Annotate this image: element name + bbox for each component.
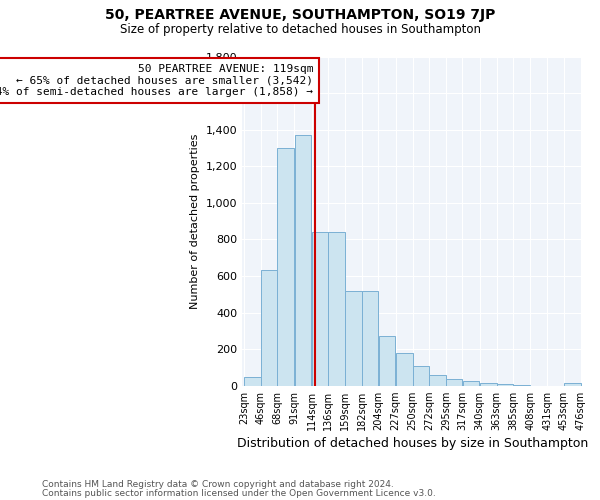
Bar — [563, 383, 581, 386]
Bar — [345, 290, 362, 386]
Bar — [513, 385, 530, 386]
Y-axis label: Number of detached properties: Number of detached properties — [190, 134, 200, 309]
X-axis label: Distribution of detached houses by size in Southampton: Distribution of detached houses by size … — [236, 437, 588, 450]
Bar — [311, 232, 328, 386]
Text: Contains HM Land Registry data © Crown copyright and database right 2024.: Contains HM Land Registry data © Crown c… — [42, 480, 394, 489]
Text: 50 PEARTREE AVENUE: 119sqm
← 65% of detached houses are smaller (3,542)
34% of s: 50 PEARTREE AVENUE: 119sqm ← 65% of deta… — [0, 64, 313, 97]
Bar — [463, 381, 479, 386]
Bar — [413, 366, 429, 386]
Bar — [379, 336, 395, 386]
Text: Size of property relative to detached houses in Southampton: Size of property relative to detached ho… — [119, 22, 481, 36]
Bar — [277, 148, 295, 386]
Bar — [261, 270, 277, 386]
Bar — [295, 135, 311, 386]
Bar — [497, 384, 513, 386]
Bar — [429, 374, 446, 386]
Bar — [362, 290, 379, 386]
Bar — [244, 376, 261, 386]
Text: Contains public sector information licensed under the Open Government Licence v3: Contains public sector information licen… — [42, 488, 436, 498]
Text: 50, PEARTREE AVENUE, SOUTHAMPTON, SO19 7JP: 50, PEARTREE AVENUE, SOUTHAMPTON, SO19 7… — [105, 8, 495, 22]
Bar — [328, 232, 345, 386]
Bar — [479, 383, 497, 386]
Bar — [446, 380, 463, 386]
Bar — [395, 353, 413, 386]
